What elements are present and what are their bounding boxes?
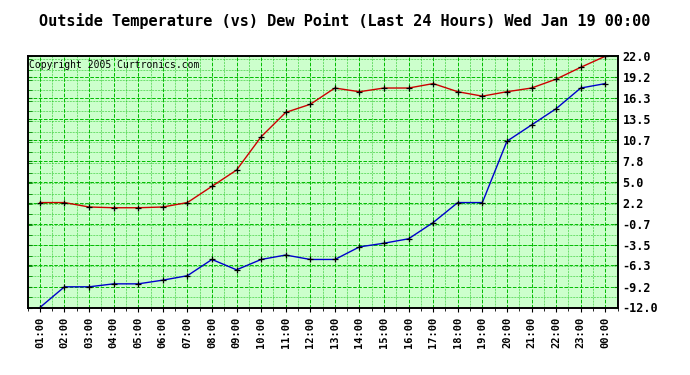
Text: Copyright 2005 Curtronics.com: Copyright 2005 Curtronics.com [29, 60, 199, 70]
Text: Outside Temperature (vs) Dew Point (Last 24 Hours) Wed Jan 19 00:00: Outside Temperature (vs) Dew Point (Last… [39, 13, 651, 29]
